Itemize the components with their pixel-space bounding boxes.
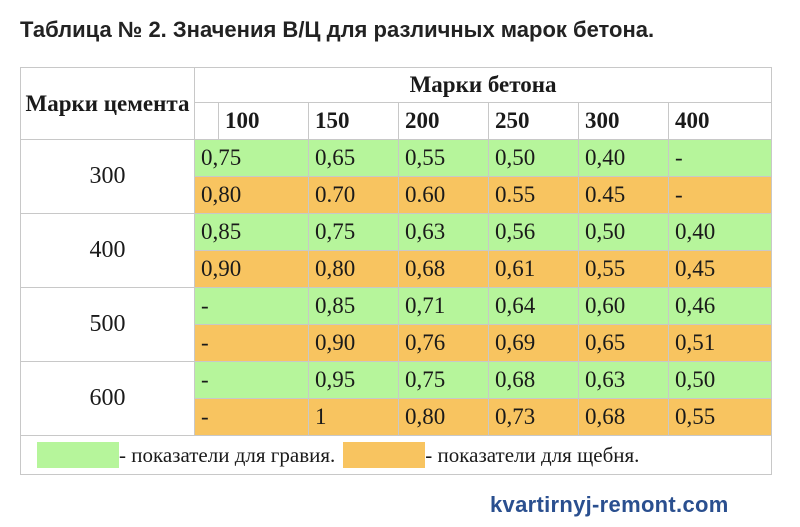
grade-header: 200 [398,102,489,140]
legend: - показатели для гравия. - показатели дл… [22,437,771,474]
crushed-value: 0,68 [398,250,489,288]
grade-header: 150 [308,102,399,140]
table-row: 600 - 0,95 0,75 0,68 0,63 0,50 [20,361,773,436]
grade-header: 400 [667,102,773,140]
gravel-value: 0,63 [578,361,669,399]
crushed-value: 0,80 [398,398,489,436]
legend-cell: - показатели для гравия. - показатели дл… [19,435,773,475]
crushed-legend-text: - показатели для щебня. [425,442,640,467]
gravel-value: 0,64 [488,287,579,325]
crushed-value: 0.70 [308,176,399,214]
wc-ratio-table: Марки цемента Марки бетона 100 150 200 2… [19,67,773,475]
crushed-value: 0,90 [308,324,399,362]
cement-brand-cell: 300 [20,139,195,214]
gravel-value: 0,75 [308,213,399,251]
cement-brands-header: Марки цемента [20,67,195,140]
crushed-value: 0,80 [194,176,309,214]
legend-row: - показатели для гравия. - показатели дл… [19,435,773,475]
grade-header: 250 [488,102,579,140]
gravel-value: 0,75 [194,139,309,177]
gravel-value: 0,95 [308,361,399,399]
gravel-value: 0,75 [398,361,489,399]
crushed-value: 0,80 [308,250,399,288]
crushed-value: - [667,176,773,214]
gravel-value: 0,68 [488,361,579,399]
gravel-value: - [194,361,309,399]
gravel-value: - [667,139,773,177]
crushed-value: 0,65 [578,324,669,362]
crushed-value: - [194,324,309,362]
gravel-value: 0,50 [578,213,669,251]
crushed-value: - [194,398,309,436]
crushed-value: 0,90 [194,250,309,288]
crushed-value: 0.55 [488,176,579,214]
table-row: 400 0,85 0,75 0,63 0,56 0,50 0,40 [20,213,773,288]
gravel-value: 0,40 [578,139,669,177]
crushed-value: 0,51 [667,324,773,362]
gravel-legend-text: - показатели для гравия. [119,442,336,467]
table-row: 300 0,75 0,65 0,55 0,50 0,40 - [20,139,773,214]
cement-brand-cell: 400 [20,213,195,288]
gravel-value: 0,71 [398,287,489,325]
gravel-value: 0,55 [398,139,489,177]
gravel-value: 0,85 [194,213,309,251]
gravel-value: 0,65 [308,139,399,177]
concrete-brands-header: Марки бетона [193,67,773,103]
table-row: 0,90 0,80 0,68 0,61 0,55 0,45 [21,250,773,288]
gravel-value: 0,50 [667,361,773,399]
gravel-value: 0,63 [398,213,489,251]
table-title: Таблица № 2. Значения В/Ц для различных … [20,17,655,42]
crushed-value: 0,55 [667,398,773,436]
gravel-value: - [194,287,309,325]
crushed-value: 0,73 [488,398,579,436]
crushed-value: 0,61 [488,250,579,288]
crushed-value: 1 [308,398,399,436]
crushed-value: 0.45 [578,176,669,214]
gravel-value: 0,85 [308,287,399,325]
site-watermark: kvartirnyj-remont.com [490,492,729,517]
cement-brand-cell: 600 [20,361,195,436]
header-spacer [194,102,219,140]
gravel-value: 0,40 [667,213,773,251]
cement-brand-cell: 500 [20,287,195,362]
gravel-value: 0,46 [667,287,773,325]
crushed-value: 0,76 [398,324,489,362]
crushed-value: 0,69 [488,324,579,362]
grade-header: 100 [218,102,309,140]
gravel-value: 0,50 [488,139,579,177]
crushed-value: 0,68 [578,398,669,436]
gravel-swatch [37,442,119,468]
gravel-value: 0,60 [578,287,669,325]
crushed-value: 0.60 [398,176,489,214]
crushed-swatch [343,442,426,468]
crushed-value: 0,55 [578,250,669,288]
grade-header: 300 [578,102,669,140]
crushed-value: 0,45 [667,250,773,288]
gravel-value: 0,56 [488,213,579,251]
table-row: 500 - 0,85 0,71 0,64 0,60 0,46 [20,287,773,362]
table-row: - 0,90 0,76 0,69 0,65 0,51 [21,324,773,362]
table-row: 0,80 0.70 0.60 0.55 0.45 - [21,176,773,214]
